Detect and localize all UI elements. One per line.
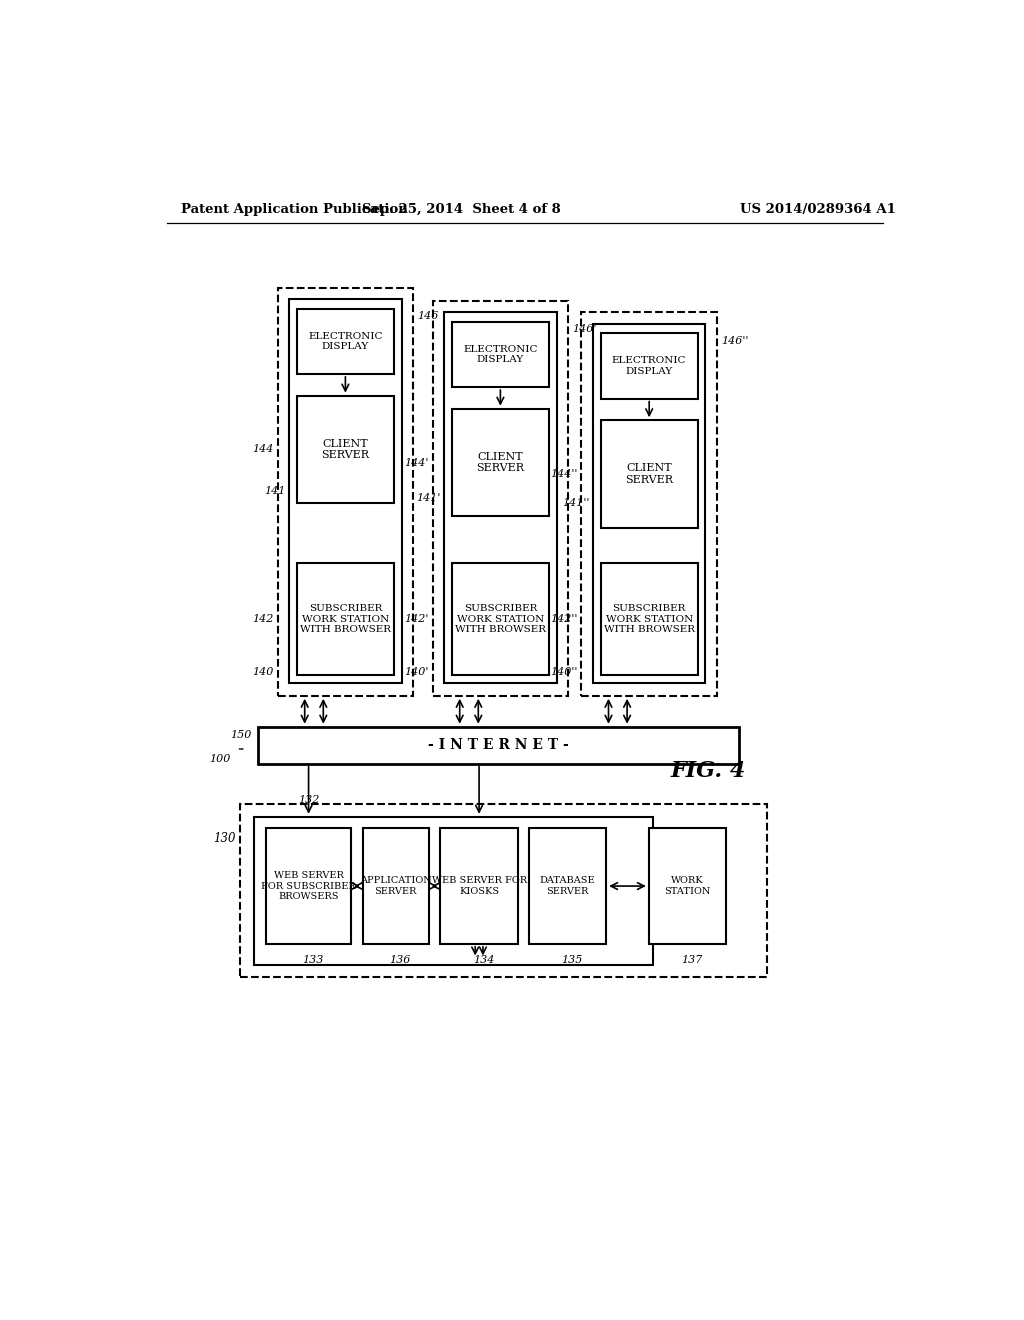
Bar <box>432 301 568 696</box>
Text: WEB SERVER
FOR SUBSCRIBER
BROWSERS: WEB SERVER FOR SUBSCRIBER BROWSERS <box>261 871 356 902</box>
Bar <box>258 726 738 763</box>
Text: 144: 144 <box>252 445 273 454</box>
Text: 136: 136 <box>389 954 411 965</box>
Bar <box>528 829 606 944</box>
Bar <box>266 829 351 944</box>
Bar <box>362 829 429 944</box>
Bar <box>289 300 401 682</box>
Bar <box>452 322 549 387</box>
Text: 141'': 141'' <box>562 499 589 508</box>
Text: 144': 144' <box>404 458 429 467</box>
Bar <box>601 420 697 528</box>
Text: Sep. 25, 2014  Sheet 4 of 8: Sep. 25, 2014 Sheet 4 of 8 <box>361 203 560 215</box>
Text: SUBSCRIBER
WORK STATION
WITH BROWSER: SUBSCRIBER WORK STATION WITH BROWSER <box>455 605 546 634</box>
Bar <box>452 409 549 516</box>
Text: 132: 132 <box>299 795 319 805</box>
Text: US 2014/0289364 A1: US 2014/0289364 A1 <box>740 203 896 215</box>
Bar <box>593 323 706 682</box>
Text: 133: 133 <box>302 954 324 965</box>
Text: 135: 135 <box>561 954 583 965</box>
Text: 140'': 140'' <box>550 667 578 677</box>
Bar <box>278 288 414 696</box>
Text: ELECTRONIC
DISPLAY: ELECTRONIC DISPLAY <box>612 356 686 376</box>
Text: 134: 134 <box>473 954 495 965</box>
Text: 140': 140' <box>404 667 429 677</box>
Bar <box>601 333 697 399</box>
Text: 142'': 142'' <box>550 614 578 624</box>
Text: ELECTRONIC
DISPLAY: ELECTRONIC DISPLAY <box>463 345 538 364</box>
Bar <box>452 564 549 675</box>
Text: CLIENT
SERVER: CLIENT SERVER <box>626 463 673 484</box>
Text: SUBSCRIBER
WORK STATION
WITH BROWSER: SUBSCRIBER WORK STATION WITH BROWSER <box>604 605 694 634</box>
Text: 140: 140 <box>252 667 273 677</box>
Text: 150: 150 <box>230 730 252 739</box>
Text: APPLICATION
SERVER: APPLICATION SERVER <box>359 876 432 896</box>
Text: CLIENT
SERVER: CLIENT SERVER <box>476 451 524 474</box>
Bar <box>649 829 726 944</box>
Text: 146: 146 <box>417 312 438 321</box>
Text: 146'': 146'' <box>721 335 749 346</box>
Bar <box>254 817 653 965</box>
Text: Patent Application Publication: Patent Application Publication <box>180 203 408 215</box>
Text: 142': 142' <box>404 614 429 624</box>
Text: ELECTRONIC
DISPLAY: ELECTRONIC DISPLAY <box>308 331 383 351</box>
Text: FIG. 4: FIG. 4 <box>671 759 745 781</box>
Text: 142: 142 <box>252 614 273 624</box>
Bar <box>297 396 394 503</box>
Bar <box>444 313 557 682</box>
Bar <box>582 313 717 696</box>
Text: - I N T E R N E T -: - I N T E R N E T - <box>428 738 568 752</box>
Text: CLIENT
SERVER: CLIENT SERVER <box>322 438 370 461</box>
Text: 141': 141' <box>416 492 440 503</box>
Text: WEB SERVER FOR
KIOSKS: WEB SERVER FOR KIOSKS <box>431 876 526 896</box>
Bar <box>601 564 697 675</box>
Bar <box>297 309 394 374</box>
Text: 146': 146' <box>572 323 596 334</box>
Text: 141: 141 <box>264 486 286 496</box>
Text: 100: 100 <box>210 755 231 764</box>
Bar <box>440 829 518 944</box>
Text: 144'': 144'' <box>550 469 578 479</box>
Bar <box>297 564 394 675</box>
Text: SUBSCRIBER
WORK STATION
WITH BROWSER: SUBSCRIBER WORK STATION WITH BROWSER <box>300 605 391 634</box>
Text: 137: 137 <box>681 954 702 965</box>
Bar <box>241 804 767 977</box>
Text: WORK
STATION: WORK STATION <box>665 876 711 896</box>
Text: 130: 130 <box>213 832 236 845</box>
Text: DATABASE
SERVER: DATABASE SERVER <box>540 876 595 896</box>
